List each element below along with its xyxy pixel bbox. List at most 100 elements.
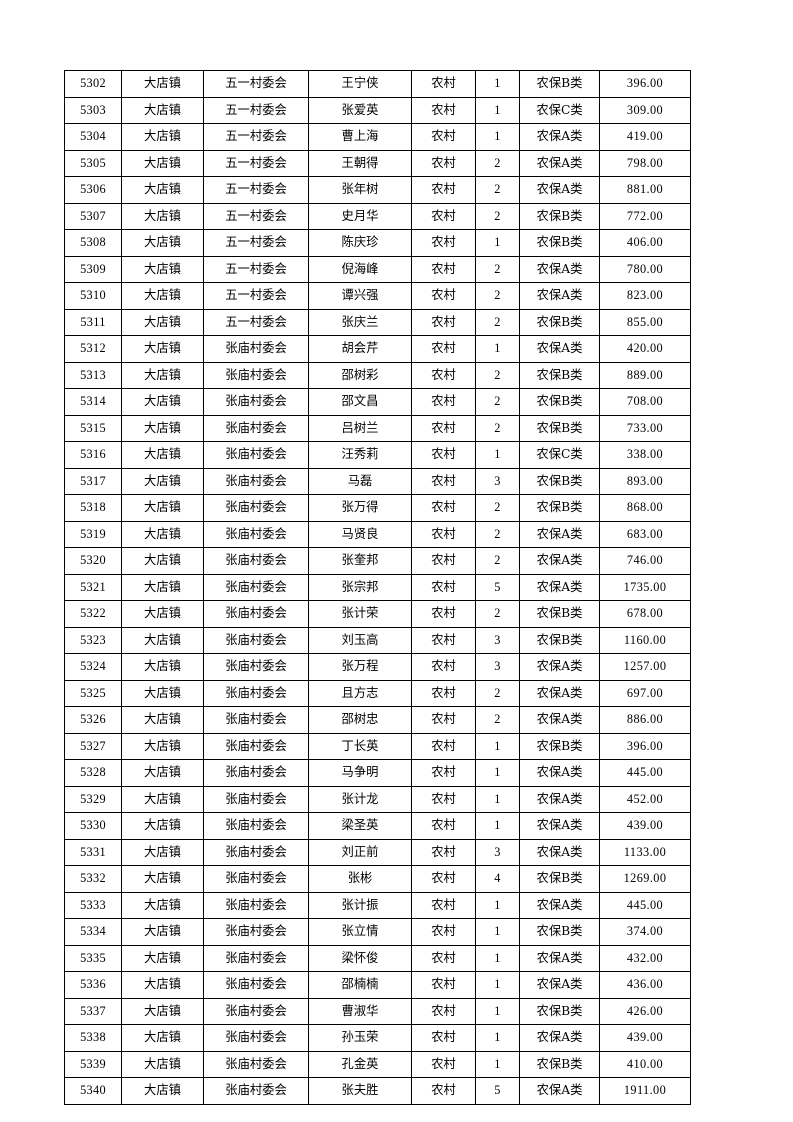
cell-insurance-category: 农保A类	[519, 335, 600, 363]
cell-serial-number: 5335	[64, 944, 122, 972]
cell-village-committee: 张庙村委会	[203, 891, 309, 919]
cell-subsidy-amount: 780.00	[599, 255, 691, 283]
table-row: 5302 大店镇 五一村委会 王宁侠 农村 1 农保B类 396.00	[64, 70, 691, 98]
cell-insurance-category: 农保A类	[519, 891, 600, 919]
cell-insurance-category: 农保A类	[519, 944, 600, 972]
cell-serial-number: 5304	[64, 123, 122, 151]
table-row: 5339 大店镇 张庙村委会 孔金英 农村 1 农保B类 410.00	[64, 1050, 691, 1078]
cell-household-type: 农村	[411, 176, 476, 204]
cell-serial-number: 5317	[64, 467, 122, 495]
cell-person-name: 张计振	[308, 891, 412, 919]
cell-subsidy-amount: 708.00	[599, 388, 691, 416]
cell-serial-number: 5326	[64, 706, 122, 734]
cell-village-committee: 五一村委会	[203, 70, 309, 98]
cell-serial-number: 5339	[64, 1050, 122, 1078]
table-row: 5328 大店镇 张庙村委会 马争明 农村 1 农保A类 445.00	[64, 759, 691, 787]
cell-person-name: 梁怀俊	[308, 944, 412, 972]
cell-subsidy-amount: 886.00	[599, 706, 691, 734]
cell-village-committee: 张庙村委会	[203, 918, 309, 946]
cell-town: 大店镇	[121, 653, 204, 681]
cell-town: 大店镇	[121, 679, 204, 707]
cell-serial-number: 5338	[64, 1024, 122, 1052]
cell-village-committee: 张庙村委会	[203, 1077, 309, 1105]
cell-insurance-category: 农保B类	[519, 361, 600, 389]
table-row: 5316 大店镇 张庙村委会 汪秀莉 农村 1 农保C类 338.00	[64, 441, 691, 469]
cell-village-committee: 张庙村委会	[203, 971, 309, 999]
table-row: 5314 大店镇 张庙村委会 邵文昌 农村 2 农保B类 708.00	[64, 388, 691, 416]
cell-town: 大店镇	[121, 1024, 204, 1052]
cell-person-name: 曹淑华	[308, 997, 412, 1025]
cell-person-name: 马贤良	[308, 520, 412, 548]
cell-serial-number: 5331	[64, 838, 122, 866]
cell-village-committee: 张庙村委会	[203, 467, 309, 495]
cell-person-name: 张宗邦	[308, 573, 412, 601]
cell-person-name: 孔金英	[308, 1050, 412, 1078]
cell-village-committee: 张庙村委会	[203, 626, 309, 654]
cell-insurance-category: 农保B类	[519, 494, 600, 522]
cell-serial-number: 5334	[64, 918, 122, 946]
table-row: 5322 大店镇 张庙村委会 张计荣 农村 2 农保B类 678.00	[64, 600, 691, 628]
cell-subsidy-amount: 436.00	[599, 971, 691, 999]
cell-subsidy-amount: 452.00	[599, 785, 691, 813]
cell-town: 大店镇	[121, 891, 204, 919]
cell-serial-number: 5337	[64, 997, 122, 1025]
cell-town: 大店镇	[121, 282, 204, 310]
cell-village-committee: 张庙村委会	[203, 865, 309, 893]
cell-serial-number: 5336	[64, 971, 122, 999]
cell-person-name: 丁长英	[308, 732, 412, 760]
cell-village-committee: 张庙村委会	[203, 812, 309, 840]
cell-town: 大店镇	[121, 785, 204, 813]
table-row: 5324 大店镇 张庙村委会 张万程 农村 3 农保A类 1257.00	[64, 653, 691, 681]
cell-village-committee: 张庙村委会	[203, 520, 309, 548]
cell-person-count: 3	[475, 838, 520, 866]
cell-town: 大店镇	[121, 202, 204, 230]
cell-subsidy-amount: 426.00	[599, 997, 691, 1025]
cell-village-committee: 五一村委会	[203, 308, 309, 336]
table-row: 5315 大店镇 张庙村委会 吕树兰 农村 2 农保B类 733.00	[64, 414, 691, 442]
cell-household-type: 农村	[411, 997, 476, 1025]
cell-town: 大店镇	[121, 255, 204, 283]
cell-household-type: 农村	[411, 335, 476, 363]
table-row: 5321 大店镇 张庙村委会 张宗邦 农村 5 农保A类 1735.00	[64, 573, 691, 601]
cell-serial-number: 5315	[64, 414, 122, 442]
cell-household-type: 农村	[411, 282, 476, 310]
cell-person-count: 1	[475, 229, 520, 257]
cell-village-committee: 张庙村委会	[203, 600, 309, 628]
table-row: 5332 大店镇 张庙村委会 张彬 农村 4 农保B类 1269.00	[64, 865, 691, 893]
cell-insurance-category: 农保A类	[519, 812, 600, 840]
cell-village-committee: 张庙村委会	[203, 785, 309, 813]
cell-person-name: 张彬	[308, 865, 412, 893]
cell-household-type: 农村	[411, 1050, 476, 1078]
cell-town: 大店镇	[121, 865, 204, 893]
table-row: 5303 大店镇 五一村委会 张爱英 农村 1 农保C类 309.00	[64, 96, 691, 124]
cell-person-count: 2	[475, 414, 520, 442]
cell-person-name: 邵文昌	[308, 388, 412, 416]
cell-insurance-category: 农保A类	[519, 176, 600, 204]
cell-town: 大店镇	[121, 547, 204, 575]
subsidy-table: 5302 大店镇 五一村委会 王宁侠 农村 1 农保B类 396.00 5303 大店镇 五一村委会…	[64, 70, 691, 1105]
cell-person-count: 2	[475, 176, 520, 204]
cell-person-name: 马争明	[308, 759, 412, 787]
cell-village-committee: 张庙村委会	[203, 838, 309, 866]
cell-serial-number: 5318	[64, 494, 122, 522]
cell-insurance-category: 农保A类	[519, 785, 600, 813]
cell-serial-number: 5332	[64, 865, 122, 893]
cell-subsidy-amount: 445.00	[599, 759, 691, 787]
cell-serial-number: 5329	[64, 785, 122, 813]
cell-village-committee: 五一村委会	[203, 202, 309, 230]
table-row: 5307 大店镇 五一村委会 史月华 农村 2 农保B类 772.00	[64, 202, 691, 230]
cell-person-count: 2	[475, 706, 520, 734]
cell-town: 大店镇	[121, 732, 204, 760]
cell-insurance-category: 农保A类	[519, 1077, 600, 1105]
cell-insurance-category: 农保A类	[519, 282, 600, 310]
cell-town: 大店镇	[121, 759, 204, 787]
cell-serial-number: 5314	[64, 388, 122, 416]
table-row: 5337 大店镇 张庙村委会 曹淑华 农村 1 农保B类 426.00	[64, 997, 691, 1025]
cell-household-type: 农村	[411, 467, 476, 495]
table-row: 5304 大店镇 五一村委会 曹上海 农村 1 农保A类 419.00	[64, 123, 691, 151]
table-row: 5330 大店镇 张庙村委会 梁圣英 农村 1 农保A类 439.00	[64, 812, 691, 840]
cell-household-type: 农村	[411, 653, 476, 681]
cell-person-count: 2	[475, 149, 520, 177]
cell-town: 大店镇	[121, 626, 204, 654]
cell-subsidy-amount: 396.00	[599, 732, 691, 760]
